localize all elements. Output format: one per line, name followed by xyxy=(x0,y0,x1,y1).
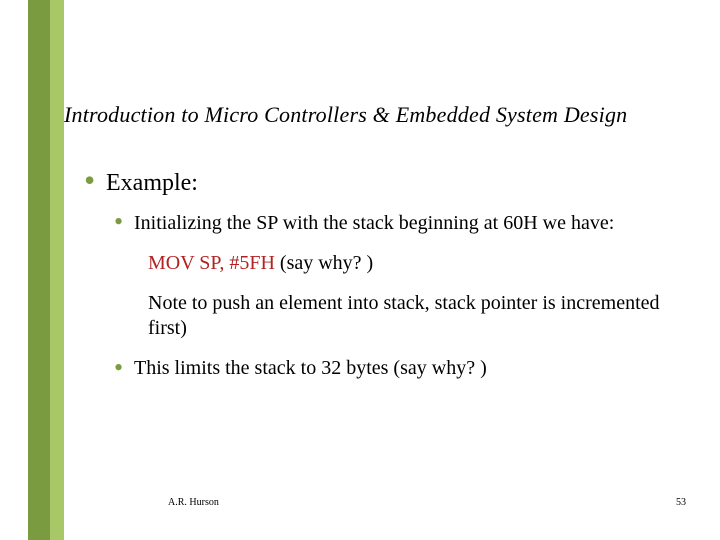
bullet-level2-b-text: This limits the stack to 32 bytes (say w… xyxy=(134,357,700,380)
accent-bar-light xyxy=(50,0,64,540)
bullet-level2-a-text: Initializing the SP with the stack begin… xyxy=(134,211,700,236)
code-line: MOV SP, #5FH (say why? ) xyxy=(148,252,700,275)
footer-page-number: 53 xyxy=(676,497,686,508)
bullet-level2-b: This limits the stack to 32 bytes (say w… xyxy=(118,357,700,380)
slide-title: Introduction to Micro Controllers & Embe… xyxy=(64,102,700,128)
note-text: Note to push an element into stack, stac… xyxy=(148,291,700,341)
accent-bar-dark xyxy=(28,0,50,540)
bullet-level1: Example: xyxy=(88,170,700,197)
bullet-level2-a: Initializing the SP with the stack begin… xyxy=(118,211,700,236)
slide-content: Introduction to Micro Controllers & Embe… xyxy=(70,0,700,540)
code-black-text: (say why? ) xyxy=(275,252,373,274)
footer-author: A.R. Hurson xyxy=(168,497,219,508)
bullet-level1-text: Example: xyxy=(106,170,700,197)
code-red-text: MOV SP, #5FH xyxy=(148,252,275,274)
